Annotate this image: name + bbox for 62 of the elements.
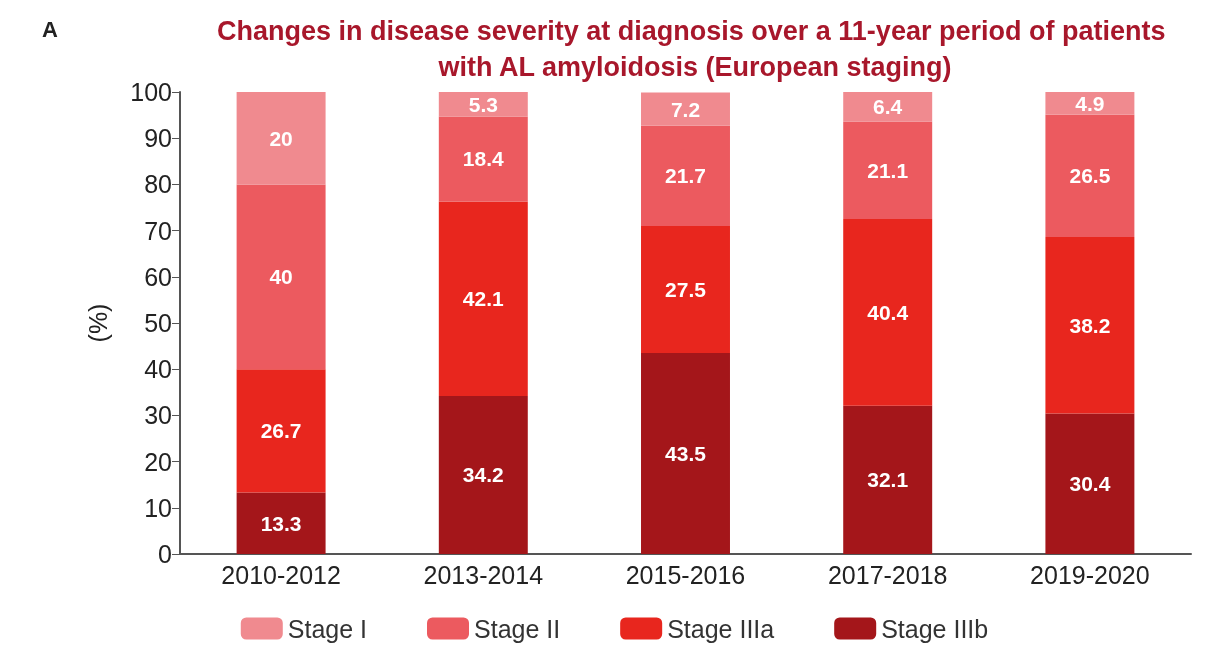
bar bbox=[438, 201, 528, 396]
bar bbox=[438, 396, 528, 554]
data-label: 5.3 bbox=[468, 92, 498, 116]
data-label: 26.7 bbox=[260, 419, 302, 443]
y-tick-label: 90 bbox=[144, 124, 172, 153]
text: A bbox=[42, 16, 58, 42]
data-label: 21.1 bbox=[867, 158, 909, 182]
bar bbox=[1045, 237, 1135, 414]
bar bbox=[641, 125, 730, 226]
bar bbox=[1045, 413, 1135, 554]
bar bbox=[236, 184, 326, 370]
bar bbox=[843, 92, 933, 122]
data-label: 38.2 bbox=[1069, 313, 1111, 337]
y-tick-label: 50 bbox=[144, 309, 172, 337]
data-label: 43.5 bbox=[665, 442, 707, 466]
data-label: 13.3 bbox=[260, 511, 302, 535]
bar bbox=[843, 219, 933, 406]
x-tick-label: 2019-2020 bbox=[1030, 560, 1150, 589]
bar bbox=[843, 405, 933, 554]
data-label: 20 bbox=[269, 126, 293, 150]
y-tick-label: 60 bbox=[144, 262, 172, 291]
data-label: 21.7 bbox=[665, 164, 706, 188]
bar bbox=[236, 492, 326, 554]
data-label: 40 bbox=[269, 265, 293, 289]
data-label: 30.4 bbox=[1069, 472, 1111, 496]
x-tick-label: 2010-2012 bbox=[221, 560, 341, 589]
y-tick-label: 80 bbox=[144, 170, 172, 199]
data-label: 34.2 bbox=[462, 463, 504, 487]
bar bbox=[641, 225, 730, 354]
bar bbox=[236, 369, 326, 493]
x-tick-label: 2017-2018 bbox=[827, 560, 948, 589]
bar bbox=[1045, 114, 1135, 238]
y-tick-label: 0 bbox=[158, 540, 172, 568]
data-label: 42.1 bbox=[462, 287, 505, 311]
chart-title: Changes in disease severity at diagnosis over a 11-year period of patients with AL amyloidosis (European staging) bbox=[217, 16, 1173, 82]
bar bbox=[843, 121, 933, 220]
bar bbox=[438, 116, 528, 202]
y-tick-label: 40 bbox=[144, 355, 172, 384]
bar bbox=[1045, 92, 1135, 115]
y-tick-label: 70 bbox=[144, 216, 172, 245]
data-label: 6.4 bbox=[873, 95, 903, 119]
y-tick-label: 10 bbox=[144, 493, 172, 522]
legend-label: Stage IIIb bbox=[881, 614, 989, 643]
x-tick-label: 2015-2016 bbox=[625, 560, 746, 589]
data-label: 7.2 bbox=[670, 97, 701, 121]
bar bbox=[236, 92, 326, 185]
legend-label: Stage IIIa bbox=[667, 614, 775, 643]
data-label: 26.5 bbox=[1069, 164, 1111, 188]
data-label: 18.4 bbox=[462, 147, 505, 171]
x-tick-label: 2013-2014 bbox=[423, 560, 544, 589]
bar bbox=[641, 353, 730, 554]
y-tick-label: 100 bbox=[130, 78, 172, 106]
y-tick-label: 20 bbox=[144, 447, 172, 476]
legend-label: Stage I bbox=[287, 614, 368, 643]
legend-label: Stage II bbox=[474, 614, 561, 643]
data-label: 40.4 bbox=[867, 300, 909, 324]
y-axis-title: (%) bbox=[83, 303, 112, 343]
data-label: 27.5 bbox=[665, 278, 707, 302]
data-label: 4.9 bbox=[1075, 91, 1105, 115]
bar bbox=[641, 92, 730, 126]
y-tick-label: 30 bbox=[144, 401, 172, 430]
data-label: 32.1 bbox=[867, 468, 909, 492]
